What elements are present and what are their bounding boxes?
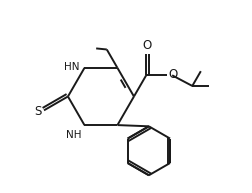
Text: HN: HN bbox=[63, 62, 79, 72]
Text: S: S bbox=[34, 105, 41, 118]
Text: NH: NH bbox=[66, 130, 81, 140]
Text: O: O bbox=[142, 39, 151, 52]
Text: O: O bbox=[168, 68, 177, 81]
